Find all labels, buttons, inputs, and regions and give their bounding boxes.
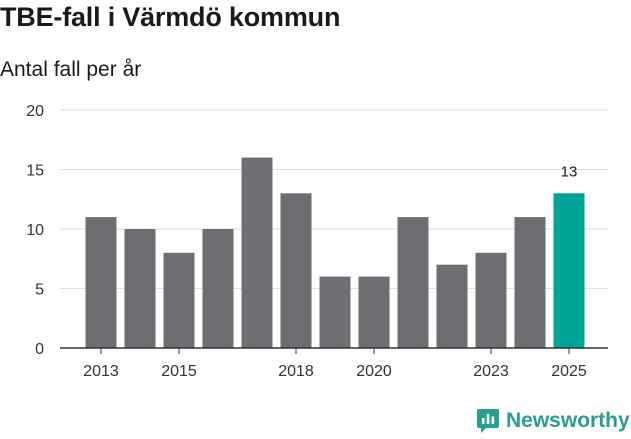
newsworthy-logo: Newsworthy xyxy=(476,408,630,434)
y-tick-label: 20 xyxy=(26,103,44,120)
newsworthy-logo-icon xyxy=(477,409,499,433)
bar-2019 xyxy=(319,276,351,348)
x-tick-label: 2015 xyxy=(161,363,197,380)
bar-2021 xyxy=(397,217,429,348)
bar-2023 xyxy=(475,252,507,348)
x-tick-label: 2025 xyxy=(551,363,587,380)
x-tick-label: 2018 xyxy=(278,363,314,380)
bar-2015 xyxy=(163,252,195,348)
y-tick-label: 5 xyxy=(35,282,44,299)
chart-title: TBE-fall i Värmdö kommun xyxy=(0,2,341,32)
bar-2014 xyxy=(124,229,156,348)
y-tick-label: 10 xyxy=(26,222,44,239)
bar-2025 xyxy=(553,193,585,348)
data-label-2025: 13 xyxy=(561,163,578,180)
x-tick-label: 2023 xyxy=(473,363,509,380)
x-tick-label: 2020 xyxy=(356,363,392,380)
bar-2013 xyxy=(85,217,117,348)
bar-2022 xyxy=(436,264,468,348)
bar-2016 xyxy=(202,229,234,348)
brand-name: Newsworthy xyxy=(506,409,630,432)
chart-subtitle: Antal fall per år xyxy=(0,58,142,81)
bar-2018 xyxy=(280,193,312,348)
y-tick-label: 15 xyxy=(26,163,44,180)
bar-2020 xyxy=(358,276,390,348)
y-tick-label: 0 xyxy=(35,341,44,358)
x-tick-label: 2013 xyxy=(83,363,119,380)
bar-2024 xyxy=(514,217,546,348)
bar-2017 xyxy=(241,157,273,348)
